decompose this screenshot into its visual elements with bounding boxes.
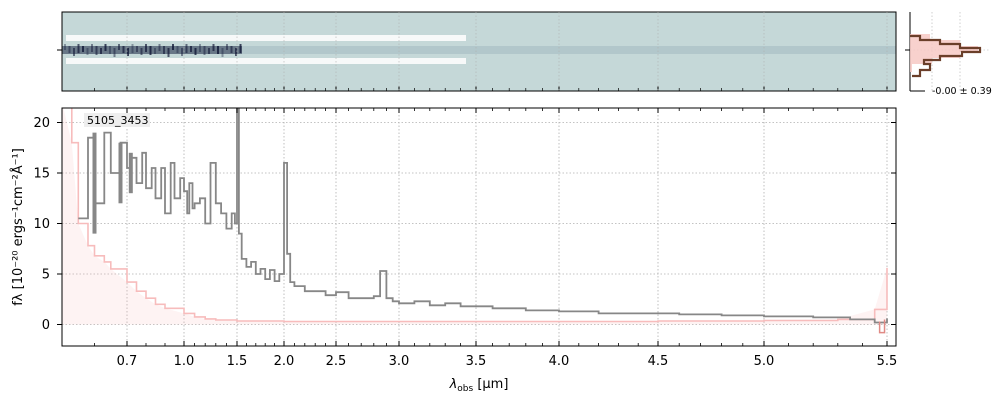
image-pixel [217, 46, 219, 54]
image-pixel [185, 44, 188, 53]
x-axis-label: λobs [μm] [449, 377, 509, 394]
image-pixel [136, 46, 138, 52]
image-pixel [199, 44, 201, 52]
spectrum-panel: 0.7 1.0 1.5 2.0 2.5 3.0 3.5 4.0 4.5 5.0 5.5 0 5 10 15… [10, 107, 898, 394]
image-pixel [158, 44, 161, 51]
spectrum-frame [61, 107, 897, 347]
profile-line [910, 34, 982, 78]
axis-ticks [57, 108, 896, 346]
x-tick-label: 1.5 [227, 354, 248, 369]
y-tick-labels: 0 5 10 15 20 [33, 116, 50, 333]
2d-spectrum-ticks [57, 12, 888, 91]
image-pixel [77, 44, 80, 53]
annotation-box [84, 113, 150, 127]
image-pixel [167, 48, 170, 57]
2d-spectrum-frame [61, 11, 897, 92]
image-pixel [131, 44, 134, 53]
image-pixel [82, 46, 84, 52]
x-tick-label: 5.0 [754, 354, 775, 369]
image-pixel [122, 46, 125, 53]
image-pixel [86, 48, 89, 55]
flux-line [78, 108, 888, 324]
image-trace-bright [62, 46, 242, 54]
image-pixel [163, 46, 165, 54]
x-axis-label-unit: [μm] [473, 377, 508, 392]
model-segment [878, 319, 886, 334]
uncertainty-line [71, 108, 888, 323]
2d-spectrum-panel [57, 11, 897, 92]
x-tick-label: 5.5 [877, 354, 898, 369]
image-pixel [145, 44, 147, 52]
x-axis-label-subscript: obs [457, 384, 473, 394]
image-pixel [127, 48, 129, 56]
image-pixel [140, 48, 143, 55]
image-pixel [100, 48, 102, 54]
image-sky-band-upper [66, 35, 466, 41]
image-pixel [212, 44, 215, 51]
image-pixel [95, 46, 98, 55]
image-pixel [113, 48, 116, 57]
image-pixel [149, 46, 152, 55]
image-pixel [208, 48, 210, 54]
image-pixel [226, 44, 228, 50]
image-pixel [118, 44, 120, 50]
image-pixel [172, 44, 174, 50]
image-pixel [154, 48, 156, 54]
image-pixel [203, 46, 206, 55]
x-tick-label: 4.0 [549, 354, 570, 369]
image-pixel [68, 46, 71, 53]
object-id-annotation: 5105_3453 [87, 114, 149, 127]
profile-fill [910, 34, 978, 72]
uncertainty-band [62, 108, 887, 325]
image-pixel [181, 48, 183, 56]
y-axis-label: fλ [10⁻²⁰ ergs⁻¹cm⁻²Å⁻¹] [10, 148, 26, 306]
2d-spectrum-image [62, 12, 896, 91]
x-tick-label: 2.5 [326, 354, 347, 369]
image-pixel [230, 46, 233, 53]
x-tick-labels: 0.7 1.0 1.5 2.0 2.5 3.0 3.5 4.0 4.5 5.0 5.5 [117, 354, 898, 369]
y-tick-label: 15 [33, 167, 50, 182]
profile-panel: -0.00 ± 0.39 [905, 12, 992, 97]
grid [62, 108, 896, 346]
image-pixel [64, 44, 66, 50]
profile-annotation: -0.00 ± 0.39 [932, 86, 992, 97]
x-tick-label: 2.0 [274, 354, 295, 369]
y-tick-label: 0 [42, 318, 50, 333]
x-tick-label: 3.5 [466, 354, 487, 369]
x-axis-label-symbol: λ [449, 377, 458, 392]
x-tick-label: 1.0 [174, 354, 195, 369]
x-tick-label: 3.0 [389, 354, 410, 369]
image-pixel [190, 46, 192, 52]
image-pixel [239, 44, 242, 53]
image-trace [62, 46, 896, 54]
image-pixel [91, 44, 93, 52]
image-pixel [73, 48, 75, 56]
image-pixel [221, 48, 224, 57]
image-pixel [104, 44, 107, 51]
y-tick-label: 20 [33, 116, 50, 131]
image-pixel [235, 48, 237, 56]
profile-plot [905, 12, 990, 92]
image-pixel [194, 48, 197, 55]
image-sky-band-lower [66, 58, 466, 64]
y-tick-label: 5 [42, 268, 50, 283]
image-pixel [109, 46, 111, 54]
spectrum-traces [62, 108, 888, 334]
image-pixel [176, 46, 179, 53]
x-tick-label: 4.5 [648, 354, 669, 369]
y-tick-label: 10 [33, 217, 50, 232]
x-tick-label: 0.7 [117, 354, 138, 369]
